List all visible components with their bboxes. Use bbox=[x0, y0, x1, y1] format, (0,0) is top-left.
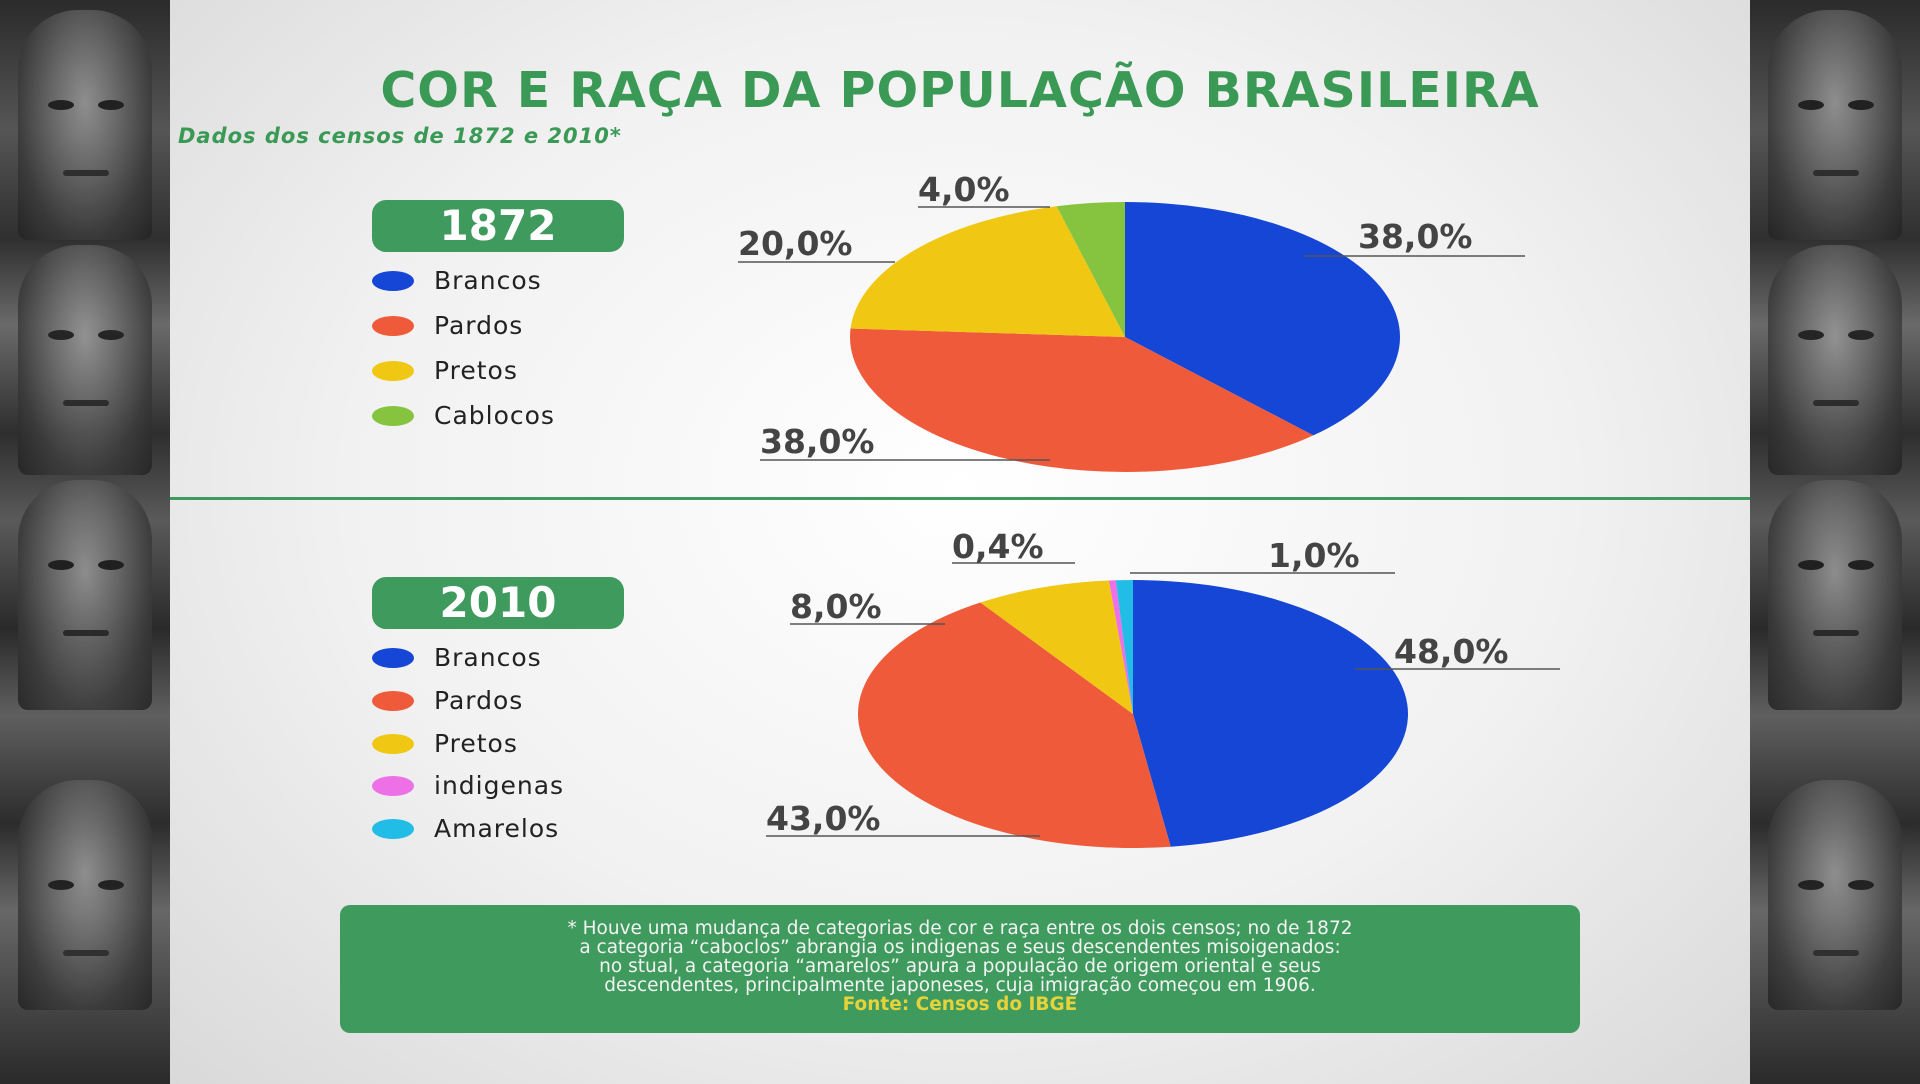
pie-slice-brancos bbox=[1125, 202, 1400, 436]
slice-percent-label: 38,0% bbox=[760, 422, 875, 461]
legend-swatch bbox=[372, 315, 414, 336]
legend-swatch bbox=[372, 818, 414, 839]
slice-percent-label: 1,0% bbox=[1268, 536, 1360, 575]
legend-item: indigenas bbox=[372, 771, 564, 800]
pie-chart-1872: 38,0% 38,0% 20,0% 4,0% bbox=[738, 170, 1525, 472]
pie-charts: 38,0% 38,0% 20,0% 4,0% 48,0% 43,0% 8,0% 0,4% 1,0… bbox=[738, 170, 1560, 848]
legend-item: Cablocos bbox=[372, 401, 555, 430]
legend-label: Pardos bbox=[434, 686, 524, 715]
pie-chart-2010: 48,0% 43,0% 8,0% 0,4% 1,0% bbox=[766, 527, 1560, 848]
legend-swatch bbox=[372, 405, 414, 426]
pie-slice-pardos bbox=[857, 602, 1171, 848]
pie-slice-pretos bbox=[850, 206, 1125, 337]
legend-swatch bbox=[372, 270, 414, 291]
pie-slice-brancos bbox=[1133, 580, 1408, 847]
legend-item: Amarelos bbox=[372, 814, 559, 843]
legend-label: Brancos bbox=[434, 643, 542, 672]
footnote-line: a categoria “caboclos” abrangia os indig… bbox=[579, 937, 1341, 958]
legend-label: indigenas bbox=[434, 771, 565, 800]
slice-percent-label: 48,0% bbox=[1394, 632, 1509, 671]
pie-slice-cablocos bbox=[1056, 202, 1125, 337]
legend-label: Pardos bbox=[434, 311, 524, 340]
pie-slice-pardos bbox=[850, 328, 1314, 472]
portrait-image bbox=[18, 245, 152, 475]
year-badge-1872: 1872 bbox=[372, 200, 624, 252]
legend-item: Pretos bbox=[372, 729, 518, 758]
page-subtitle: Dados dos censos de 1872 e 2010* bbox=[178, 124, 622, 148]
footnote-line: descendentes, principalmente japoneses, … bbox=[604, 975, 1316, 996]
left-photo-strip bbox=[0, 0, 170, 1084]
legend-item: Brancos bbox=[372, 643, 542, 672]
slice-percent-label: 4,0% bbox=[918, 170, 1010, 209]
right-photo-strip bbox=[1750, 0, 1920, 1084]
portrait-image bbox=[18, 480, 152, 710]
year-badge-2010: 2010 bbox=[372, 577, 624, 629]
section-divider bbox=[170, 497, 1750, 500]
portrait-image bbox=[1768, 245, 1902, 475]
page-title: COR E RAÇA DA POPULAÇÃO BRASILEIRA bbox=[380, 62, 1540, 119]
portrait-image bbox=[18, 780, 152, 1010]
legend-label: Pretos bbox=[434, 729, 518, 758]
pie-slice-pretos bbox=[980, 580, 1133, 714]
portrait-image bbox=[18, 10, 152, 240]
legend-swatch bbox=[372, 733, 414, 754]
legend-item: Pardos bbox=[372, 311, 523, 340]
legend-label: Amarelos bbox=[434, 814, 560, 843]
pie-slice-indigenas bbox=[1108, 580, 1133, 714]
legend-swatch bbox=[372, 690, 414, 711]
portrait-image bbox=[1768, 10, 1902, 240]
slice-percent-label: 20,0% bbox=[738, 224, 853, 263]
pie-slice-amarelos bbox=[1115, 580, 1133, 714]
footnote-box: * Houve uma mudança de categorias de cor… bbox=[340, 905, 1580, 1033]
legend-item: Pretos bbox=[372, 356, 518, 385]
footnote-line: no stual, a categoria “amarelos” apura a… bbox=[599, 956, 1321, 977]
legend-label: Brancos bbox=[434, 266, 542, 295]
legend-label: Cablocos bbox=[434, 401, 555, 430]
source-credit: Fonte: Censos do IBGE bbox=[842, 994, 1078, 1015]
slice-percent-label: 43,0% bbox=[766, 799, 881, 838]
legend-item: Brancos bbox=[372, 266, 542, 295]
legend-label: Pretos bbox=[434, 356, 518, 385]
legend-swatch bbox=[372, 647, 414, 668]
slice-percent-label: 8,0% bbox=[790, 587, 882, 626]
legend-item: Pardos bbox=[372, 686, 523, 715]
infographic-panel: COR E RAÇA DA POPULAÇÃO BRASILEIRA Dados… bbox=[170, 0, 1750, 1084]
portrait-image bbox=[1768, 780, 1902, 1010]
legend-swatch bbox=[372, 775, 414, 796]
slice-percent-label: 0,4% bbox=[952, 527, 1044, 566]
legend-swatch bbox=[372, 360, 414, 381]
footnote-line: * Houve uma mudança de categorias de cor… bbox=[567, 918, 1353, 939]
slice-percent-label: 38,0% bbox=[1358, 217, 1473, 256]
portrait-image bbox=[1768, 480, 1902, 710]
